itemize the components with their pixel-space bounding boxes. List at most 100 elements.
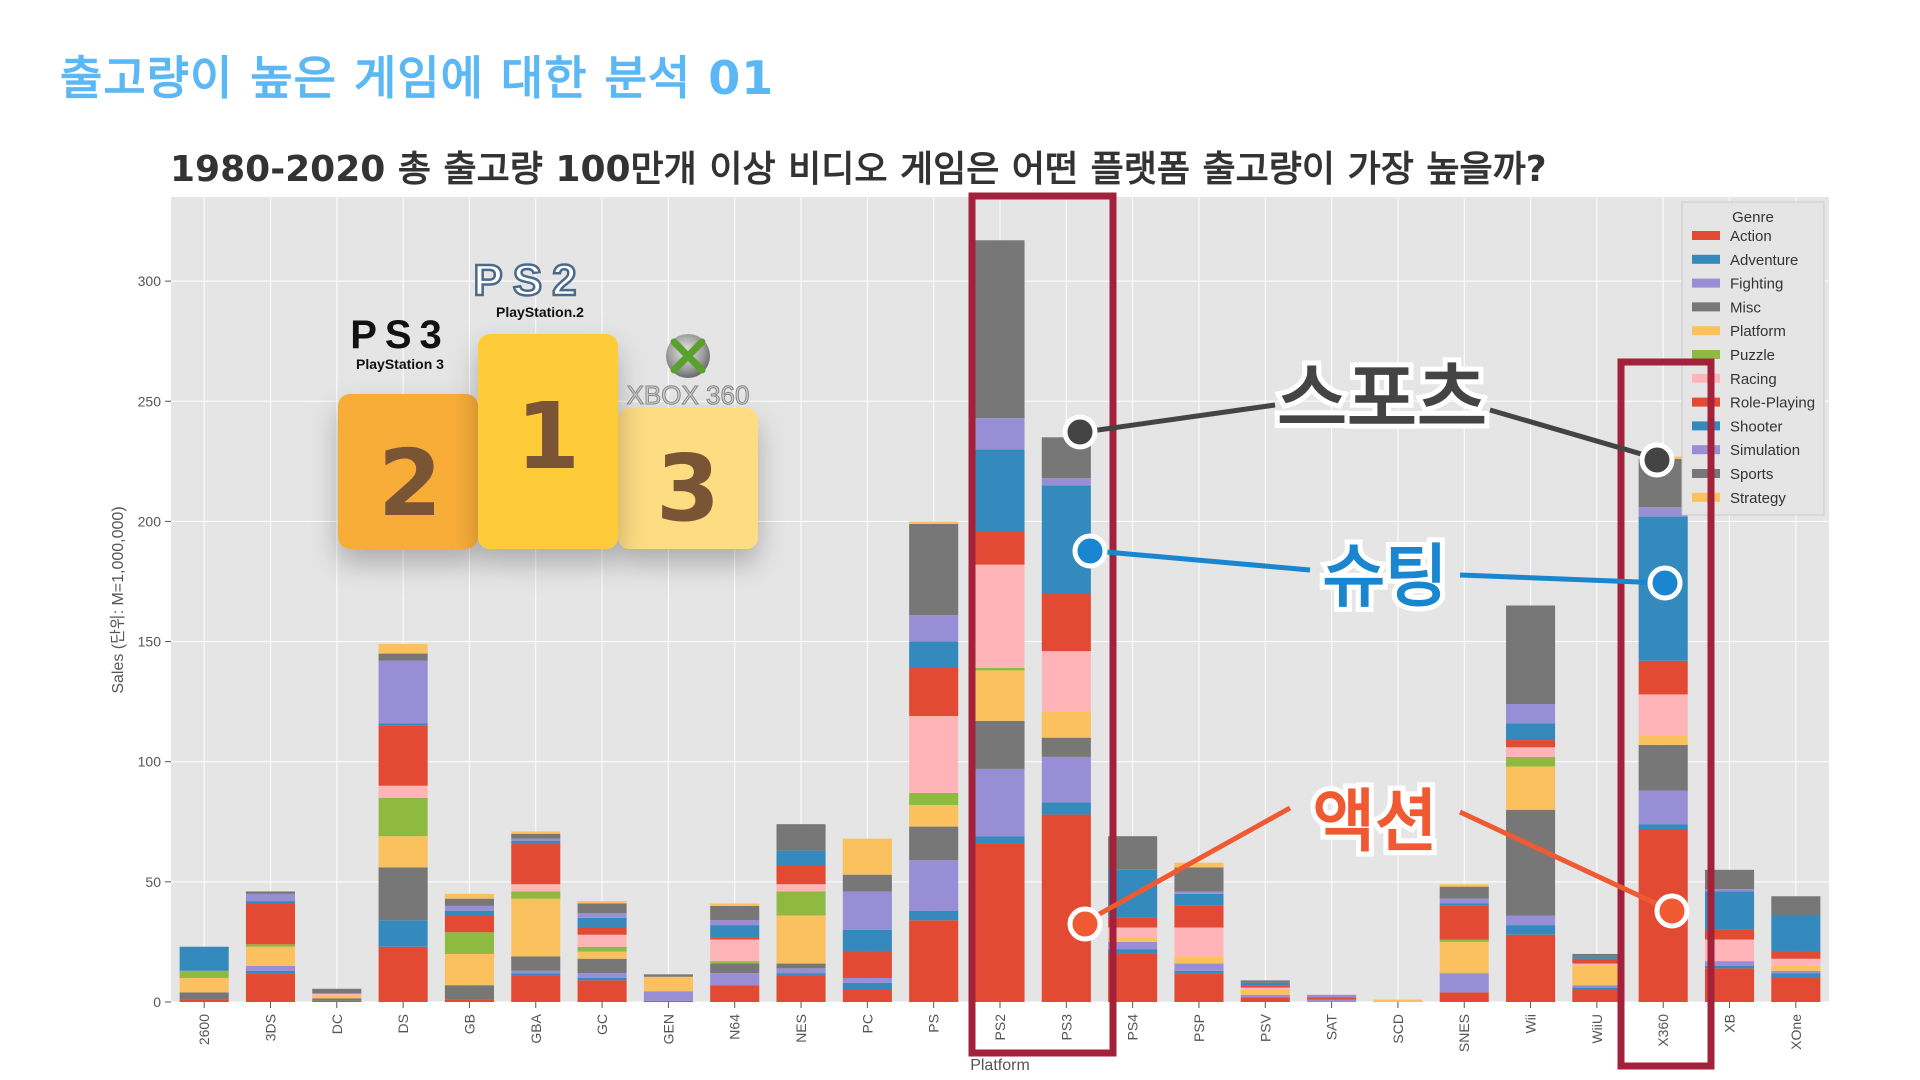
bar-SNES-Strategy <box>1439 884 1489 887</box>
bar-PS3-Racing <box>1041 651 1091 712</box>
bar-WiiU-Racing <box>1572 963 1622 966</box>
bar-Wii-Fighting <box>1506 915 1556 926</box>
legend-swatch <box>1692 302 1720 312</box>
bar-GB-Platform <box>444 953 494 986</box>
x-tick-label: GBA <box>528 1013 544 1043</box>
legend-label: Simulation <box>1730 442 1800 459</box>
x-tick-label: SNES <box>1456 1014 1472 1052</box>
legend-label: Fighting <box>1730 276 1783 293</box>
x-tick-label: PS2 <box>992 1014 1008 1041</box>
bar-GEN-Platform <box>643 976 693 992</box>
x-ticks: 2600 3DS DC DS GB GBA GC GEN N64 NES PC PS PS2 PS3 PS4… <box>196 1002 1804 1052</box>
bar-WiiU-Shooter <box>1572 956 1622 959</box>
bar-GBA-Fighting <box>511 970 561 974</box>
bar-PC-Strategy <box>842 838 892 875</box>
bar-PSV-Racing <box>1240 987 1290 990</box>
xbox360-logo: XBOX 360 <box>626 334 750 411</box>
bar-PS-Role-Playing <box>909 667 959 717</box>
x-tick-label: GC <box>594 1014 610 1035</box>
bar-PS3-Simulation <box>1041 478 1091 486</box>
action-line-left <box>1083 805 1292 925</box>
bar-PS2-Platform <box>975 670 1025 721</box>
x-tick-label: PS4 <box>1125 1014 1141 1041</box>
bar-X360-Racing <box>1638 694 1688 736</box>
bar-XB-Fighting <box>1704 961 1755 966</box>
shooter-line-right <box>1459 572 1666 586</box>
bar-SCD-Platform <box>1373 999 1423 1002</box>
bar-PS2-Sports <box>975 240 1025 419</box>
bar-DC-Sports <box>312 988 362 994</box>
bar-SNES-Shooter <box>1439 903 1489 906</box>
bar-GB-Shooter <box>444 910 494 916</box>
bar-DS-Strategy <box>378 643 428 654</box>
bar-X360-Adventure <box>1638 824 1688 829</box>
ps3-logo-mark: PS3 <box>350 313 450 357</box>
bar-PSP-Racing <box>1174 927 1224 957</box>
bar-DS-Role-Playing <box>378 725 428 786</box>
bar-3DS-Adventure <box>245 970 296 974</box>
legend-swatch <box>1692 373 1720 383</box>
chart-title: 1980-2020 총 출고량 100만개 이상 비디오 게임은 어떤 플랫폼 … <box>170 149 1547 190</box>
bar-2600-Shooter <box>179 946 229 971</box>
bar-Wii-Platform <box>1506 766 1556 810</box>
bar-PSP-Strategy <box>1174 862 1224 868</box>
bar-Wii-Puzzle <box>1506 756 1556 767</box>
bar-N64-Puzzle <box>710 961 760 964</box>
legend-swatch <box>1692 421 1720 431</box>
bar-GEN-Action <box>643 1000 693 1002</box>
y-tick-label: 100 <box>138 754 162 770</box>
legend-label: Puzzle <box>1730 347 1775 364</box>
bar-GC-Shooter <box>577 917 627 928</box>
bar-N64-Action <box>710 985 760 1002</box>
bar-PS-Puzzle <box>909 792 959 805</box>
x-tick-label: SCD <box>1390 1014 1406 1044</box>
bar-GC-Misc <box>577 958 627 974</box>
podium-second-number: 2 <box>378 430 442 537</box>
bar-PS-Misc <box>909 826 959 861</box>
bar-PS4-Platform <box>1108 937 1158 942</box>
bar-SNES-Fighting <box>1439 973 1489 993</box>
x-tick-label: GB <box>461 1014 477 1034</box>
x-tick-label: 2600 <box>196 1014 212 1045</box>
ps3-logo-subtitle: PlayStation 3 <box>356 356 444 372</box>
bar-PS3-Misc <box>1041 737 1091 757</box>
bar-PS2-Action <box>975 843 1025 1002</box>
bar-PS3-Adventure <box>1041 802 1091 815</box>
bar-GBA-Puzzle <box>511 891 561 899</box>
action-dot-ps3 <box>1067 906 1103 942</box>
bar-PSP-Simulation <box>1174 891 1224 894</box>
bar-GEN-Fighting <box>643 991 693 1001</box>
y-axis-label: Sales (단위: M=1,000,000) <box>109 506 127 693</box>
x-tick-label: SAT <box>1324 1014 1340 1041</box>
bar-GEN-Sports <box>643 974 693 977</box>
sports-dot-ps3 <box>1062 414 1098 450</box>
bar-NES-Platform <box>776 915 826 964</box>
bar-Wii-Action <box>1506 934 1556 1002</box>
bar-PSP-Platform <box>1174 956 1224 964</box>
bar-PSV-Action <box>1240 997 1290 1002</box>
bar-GBA-Simulation <box>511 838 561 841</box>
bar-Wii-Adventure <box>1506 925 1556 935</box>
bar-2600-Platform <box>179 977 229 993</box>
bar-N64-Role-Playing <box>710 937 760 940</box>
bar-X360-Platform <box>1638 735 1688 745</box>
legend-label: Misc <box>1730 299 1761 316</box>
bar-XB-Simulation <box>1704 889 1755 892</box>
bar-3DS-Shooter <box>245 901 296 904</box>
bar-PSP-Adventure <box>1174 970 1224 974</box>
bar-N64-Misc <box>710 963 760 974</box>
bar-XOne-Action <box>1771 977 1821 1002</box>
shooter-dot-x360 <box>1647 565 1683 601</box>
legend-swatch <box>1692 278 1720 288</box>
bar-NES-Adventure <box>776 973 826 976</box>
bar-PSV-Fighting <box>1240 994 1290 998</box>
bar-N64-Simulation <box>710 920 760 926</box>
bar-SAT-Role-Playing <box>1307 997 1357 1000</box>
sports-dot-x360 <box>1639 442 1675 478</box>
x-tick-label: PC <box>859 1014 875 1033</box>
bar-Wii-Racing <box>1506 747 1556 757</box>
bar-3DS-Fighting <box>245 965 296 971</box>
bar-PSV-Sports <box>1240 980 1290 983</box>
bar-GB-Role-Playing <box>444 915 494 933</box>
xbox-x-icon <box>670 338 706 374</box>
